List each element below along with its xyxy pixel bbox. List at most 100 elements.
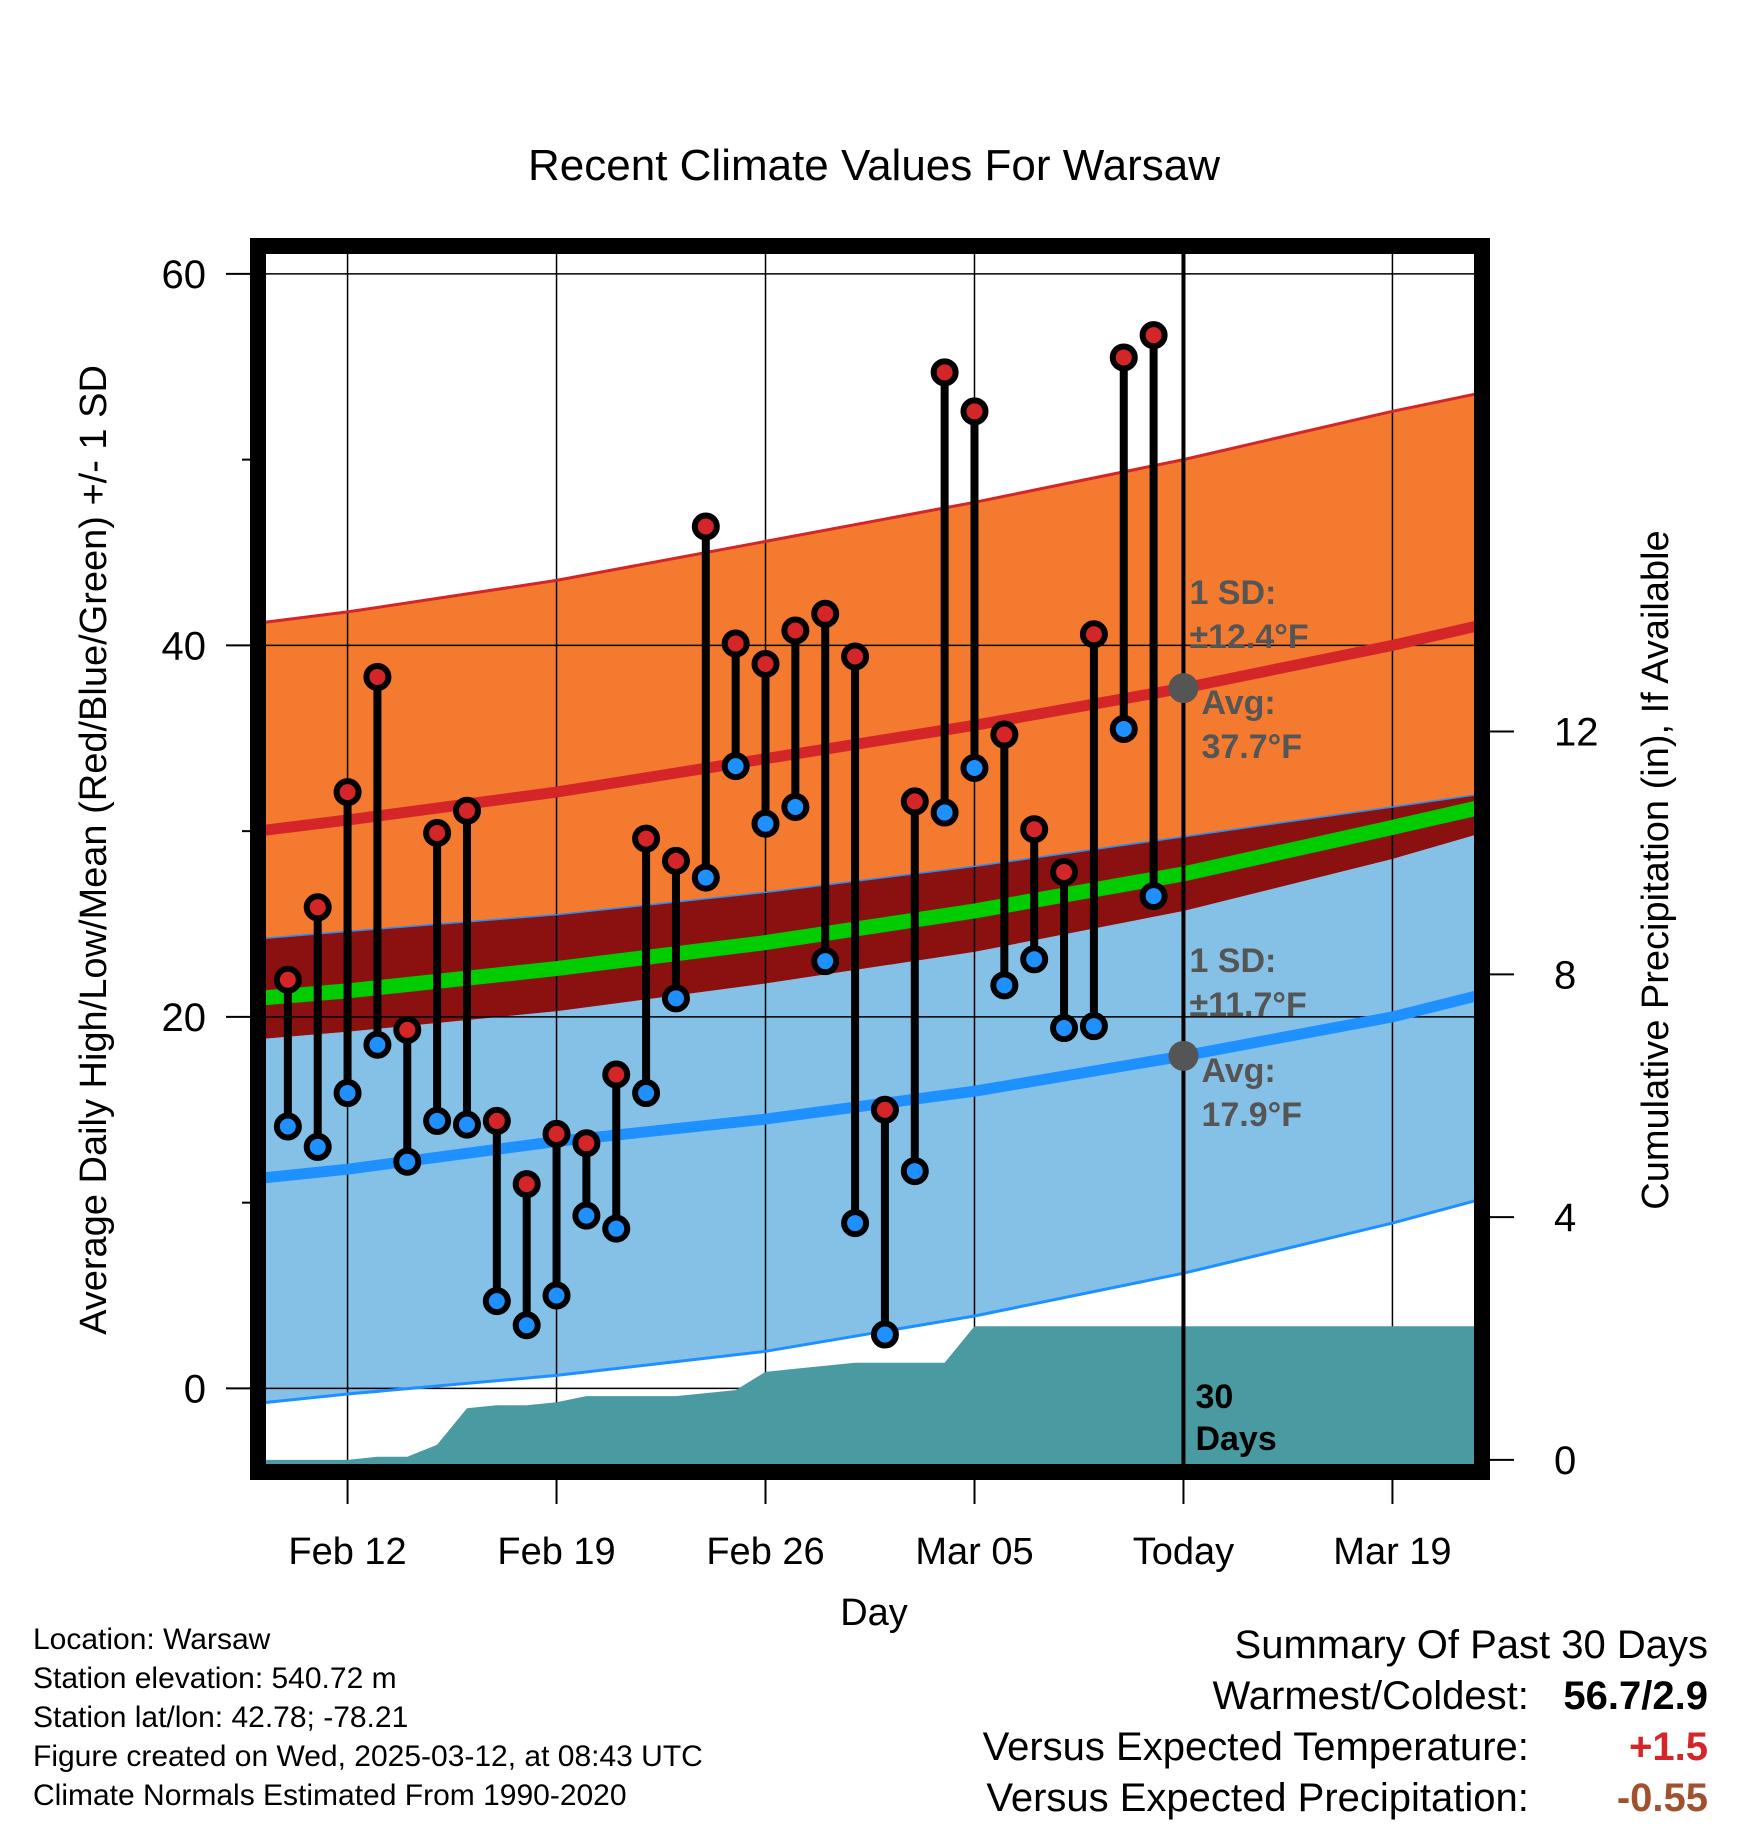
low-mean-line <box>257 989 1484 1184</box>
temp-delta-value: +1.5 <box>1629 1725 1708 1769</box>
low-point <box>661 984 690 1013</box>
normal-bands <box>258 392 1482 1404</box>
summary-panel: Summary Of Past 30 Days Warmest/Coldest:… <box>983 1620 1708 1824</box>
high-point <box>1079 620 1108 649</box>
high-point <box>1139 321 1168 350</box>
low-point <box>632 1079 661 1108</box>
high-point <box>870 1095 899 1124</box>
today-low-avg-marker <box>1168 1040 1199 1071</box>
summary-precip: Versus Expected Precipitation: -0.55 <box>983 1773 1708 1824</box>
x-tick-label: Mar 19 <box>1333 1531 1451 1573</box>
plot-frame <box>250 238 1490 1480</box>
low-point <box>811 947 840 976</box>
low-point <box>303 1132 332 1161</box>
low-point <box>841 1209 870 1238</box>
high-avg-label: Avg: <box>1201 684 1275 722</box>
low-point <box>751 809 780 838</box>
low-point <box>691 863 720 892</box>
high-point <box>1020 815 1049 844</box>
high-point <box>333 778 362 807</box>
low-point <box>482 1287 511 1316</box>
normals-text: Climate Normals Estimated From 1990-2020 <box>33 1779 627 1812</box>
high-point <box>452 796 481 825</box>
high-point <box>721 629 750 658</box>
days-label-text: Days <box>1195 1420 1276 1458</box>
low-point <box>452 1110 481 1139</box>
high-point <box>960 397 989 426</box>
mean-band <box>258 794 1482 1040</box>
x-tick-label: Mar 05 <box>915 1531 1033 1573</box>
low-avg-label: Avg: <box>1201 1052 1275 1090</box>
annotations: 1 SD: ±12.4°F Avg: 37.7°F 1 SD: ±11.7°F Avg: 17… <box>1189 574 1308 1458</box>
low-point <box>512 1311 541 1340</box>
low-point <box>781 792 810 821</box>
high-point <box>811 599 840 628</box>
high-avg-value: 37.7°F <box>1201 728 1302 766</box>
summary-temp: Versus Expected Temperature: +1.5 <box>983 1722 1708 1773</box>
low-point <box>602 1214 631 1243</box>
low-point <box>900 1157 929 1186</box>
high-point <box>751 649 780 678</box>
today-high-avg-marker <box>1168 673 1199 704</box>
low-point <box>721 752 750 781</box>
high-point <box>990 720 1019 749</box>
low-point <box>1050 1014 1079 1043</box>
high-lower-line <box>257 793 1483 940</box>
low-sd-value: ±11.7°F <box>1189 986 1306 1024</box>
precip-delta-value: -0.55 <box>1616 1776 1708 1820</box>
low-point <box>870 1320 899 1349</box>
high-point <box>572 1129 601 1158</box>
y-tick-label: 60 <box>162 253 207 297</box>
low-point <box>990 971 1019 1000</box>
high-point <box>841 642 870 671</box>
high-point <box>781 616 810 645</box>
y2-tick-label: 4 <box>1554 1196 1576 1240</box>
low-point <box>1139 882 1168 911</box>
created-text: Figure created on Wed, 2025-03-12, at 08… <box>33 1740 703 1773</box>
high-sd-band <box>258 392 1482 939</box>
precip-area <box>258 1326 1482 1472</box>
high-point <box>602 1060 631 1089</box>
station-info: Location: Warsaw Station elevation: 540.… <box>33 1620 703 1815</box>
x-axis-label: Day <box>840 1592 908 1634</box>
high-point <box>363 662 392 691</box>
high-point <box>393 1015 422 1044</box>
warmest-coldest-label: Warmest/Coldest: <box>1212 1674 1529 1718</box>
high-point <box>1109 343 1138 372</box>
y-tick-label: 20 <box>162 996 207 1040</box>
high-point <box>632 824 661 853</box>
elevation-text: Station elevation: 540.72 m <box>33 1662 397 1695</box>
x-tick-label: Feb 26 <box>706 1531 824 1573</box>
y2-tick-label: 12 <box>1554 711 1599 755</box>
high-point <box>930 358 959 387</box>
x-tick-label: Feb 19 <box>497 1531 615 1573</box>
y2-tick-label: 0 <box>1554 1439 1576 1483</box>
warmest-coldest-value: 56.7/2.9 <box>1563 1674 1708 1718</box>
low-point <box>1020 945 1049 974</box>
x-tick-label: Feb 12 <box>288 1531 406 1573</box>
high-point <box>691 512 720 541</box>
low-point <box>930 798 959 827</box>
mean-line <box>257 799 1484 1006</box>
high-point <box>900 787 929 816</box>
high-point <box>1050 858 1079 887</box>
latlon-text: Station lat/lon: 42.78; -78.21 <box>33 1701 409 1734</box>
low-point <box>393 1147 422 1176</box>
summary-title: Summary Of Past 30 Days <box>1234 1623 1708 1667</box>
summary-warmest-coldest: Warmest/Coldest: 56.7/2.9 <box>983 1671 1709 1722</box>
y-axis-label-left: Average Daily High/Low/Mean (Red/Blue/Gr… <box>73 365 115 1335</box>
low-sd-label: 1 SD: <box>1189 942 1276 980</box>
high-point <box>512 1170 541 1199</box>
chart-title: Recent Climate Values For Warsaw <box>528 141 1220 190</box>
temp-delta-label: Versus Expected Temperature: <box>982 1725 1529 1769</box>
high-point <box>273 965 302 994</box>
low-lower-line <box>257 1197 1483 1405</box>
high-point <box>661 846 690 875</box>
low-sd-band <box>258 833 1482 1404</box>
y-tick-label: 40 <box>162 624 207 668</box>
high-mean-line <box>257 619 1484 837</box>
cumulative-precip-area <box>258 1326 1482 1472</box>
daily-points <box>273 321 1199 1349</box>
high-point <box>482 1106 511 1135</box>
